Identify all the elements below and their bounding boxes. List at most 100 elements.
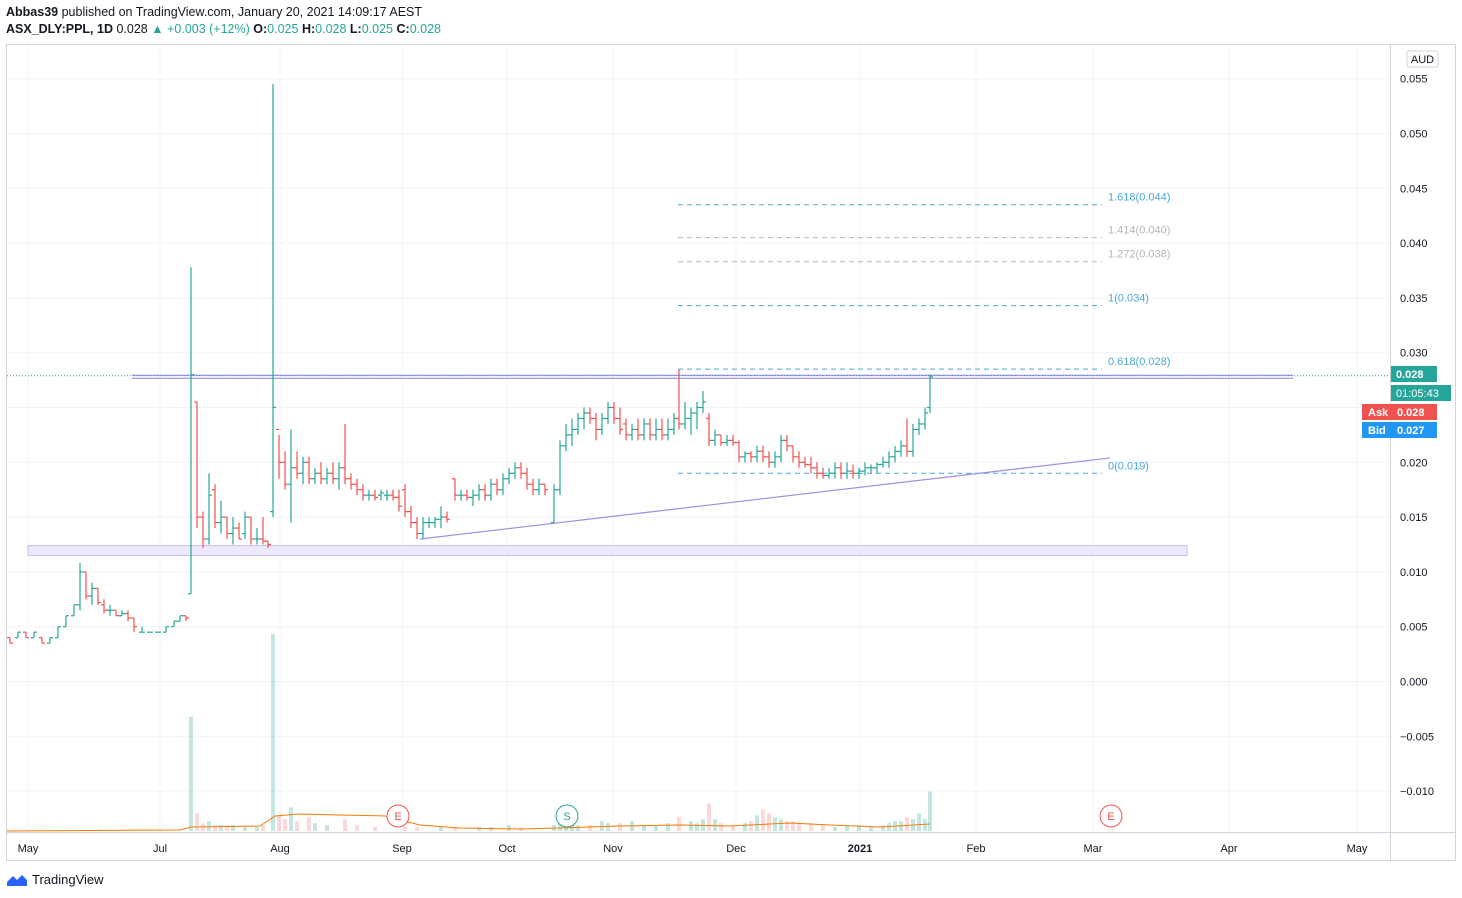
ohlc-bar (131, 617, 137, 633)
chart-frame[interactable] (6, 44, 1456, 861)
ohlc-bar (342, 423, 348, 485)
ohlc-bars (7, 84, 933, 644)
ohlc-bar (820, 467, 826, 479)
countdown-tag (1391, 385, 1451, 401)
ohlc-bar (898, 440, 904, 457)
brand-name[interactable]: TradingView (32, 872, 104, 887)
volume-bar (453, 827, 457, 831)
ohlc-bar (420, 517, 426, 540)
price-tick-label: 0.050 (1400, 129, 1428, 141)
volume-bar (743, 823, 747, 831)
ohlc-bar (659, 418, 665, 441)
volume-bar (231, 825, 235, 831)
volume-bar (243, 827, 247, 831)
volume-bar (695, 823, 699, 831)
ohlc-bar (300, 456, 306, 485)
volume-bar (307, 817, 311, 831)
ask-label: Ask (1368, 407, 1389, 419)
price-tick-label: 0.020 (1400, 457, 1428, 469)
time-tick-label: Dec (726, 843, 746, 855)
ohlc-bar (270, 84, 276, 518)
ohlc-bar (63, 615, 69, 628)
ohlc-bar (101, 599, 107, 614)
ohlc-bar (838, 462, 844, 479)
open-label: O: (253, 22, 268, 36)
ohlc-bar (372, 489, 378, 501)
ohlc-bar (772, 451, 778, 468)
event-marker: S (555, 804, 579, 828)
countdown-value: 01:05:43 (1396, 388, 1439, 400)
ohlc-bar (724, 434, 730, 446)
ask-value: 0.028 (1397, 407, 1425, 419)
volume-bar (642, 825, 646, 831)
ohlc-bar (880, 456, 886, 468)
symbol[interactable]: ASX_DLY:PPL, 1D (6, 22, 113, 36)
ohlc-bar (89, 582, 95, 605)
ohlc-bar (432, 517, 438, 529)
time-tick-label: Mar (1084, 843, 1103, 855)
ohlc-bar (23, 631, 29, 639)
ohlc-bar (581, 407, 587, 430)
volume-bar (313, 823, 317, 831)
ohlc-bar (760, 445, 766, 463)
publish-line: Abbas39 published on TradingView.com, Ja… (6, 5, 422, 19)
volume-bar (588, 825, 592, 831)
ohlc-bar (500, 473, 506, 496)
ohlc-bar (862, 462, 868, 476)
ohlc-bar (378, 489, 384, 501)
volume-bar (689, 821, 693, 831)
price-tick-label: 0.005 (1400, 622, 1428, 634)
ohlc-bar (551, 484, 557, 524)
ohlc-bar (119, 610, 125, 617)
ohlc-bar (248, 516, 254, 545)
ohlc-bar (641, 418, 647, 441)
ohlc-bar (366, 489, 372, 501)
volume-bar (255, 827, 259, 831)
ohlc-bar (113, 609, 119, 617)
ohlc-bar (778, 434, 784, 463)
event-letter: E (1107, 811, 1114, 823)
ohlc-bar (324, 467, 330, 485)
low-value: 0.025 (361, 22, 393, 36)
price-tick-label: −0.005 (1400, 731, 1434, 743)
ohlc-bar (470, 489, 476, 507)
ohlc-bar (414, 517, 420, 540)
event-letter: E (394, 811, 401, 823)
ohlc-bar (927, 374, 933, 413)
ohlc-bar (194, 401, 200, 529)
ohlc-bar (318, 462, 324, 485)
currency-label: AUD (1411, 54, 1434, 66)
ohlc-bar (276, 428, 282, 479)
ohlc-bar (348, 473, 354, 490)
price-tick-label: 0.030 (1400, 348, 1428, 360)
volume-bar (277, 815, 281, 831)
volume-bar (677, 817, 681, 831)
price-tick-label: 0.015 (1400, 512, 1428, 524)
volume-bar (219, 825, 223, 831)
ohlc-bar (575, 412, 581, 435)
last-price-tag (1391, 366, 1437, 382)
last-value: 0.028 (116, 22, 148, 36)
ohlc-bar (506, 467, 512, 485)
grid-lines (7, 45, 1390, 832)
ohlc-bar (55, 626, 61, 639)
volume-bar (713, 819, 717, 831)
ohlc-bar (605, 402, 611, 424)
volume-bar (189, 716, 193, 831)
ohlc-bar (536, 478, 542, 496)
ohlc-bar (611, 402, 617, 424)
ohlc-bar (282, 451, 288, 490)
tradingview-logo-icon (7, 874, 27, 886)
author[interactable]: Abbas39 (6, 5, 59, 19)
ohlc-bar (7, 637, 13, 644)
ohlc-bar (563, 423, 569, 452)
close-label: C: (396, 22, 410, 36)
ohlc-bar (706, 412, 712, 446)
volume-bar (923, 819, 927, 831)
ohlc-bar (476, 484, 482, 501)
ohlc-bar (402, 484, 408, 518)
ohlc-bar (832, 462, 838, 479)
ohlc-bar (856, 467, 862, 479)
ohlc-bar (15, 631, 21, 639)
